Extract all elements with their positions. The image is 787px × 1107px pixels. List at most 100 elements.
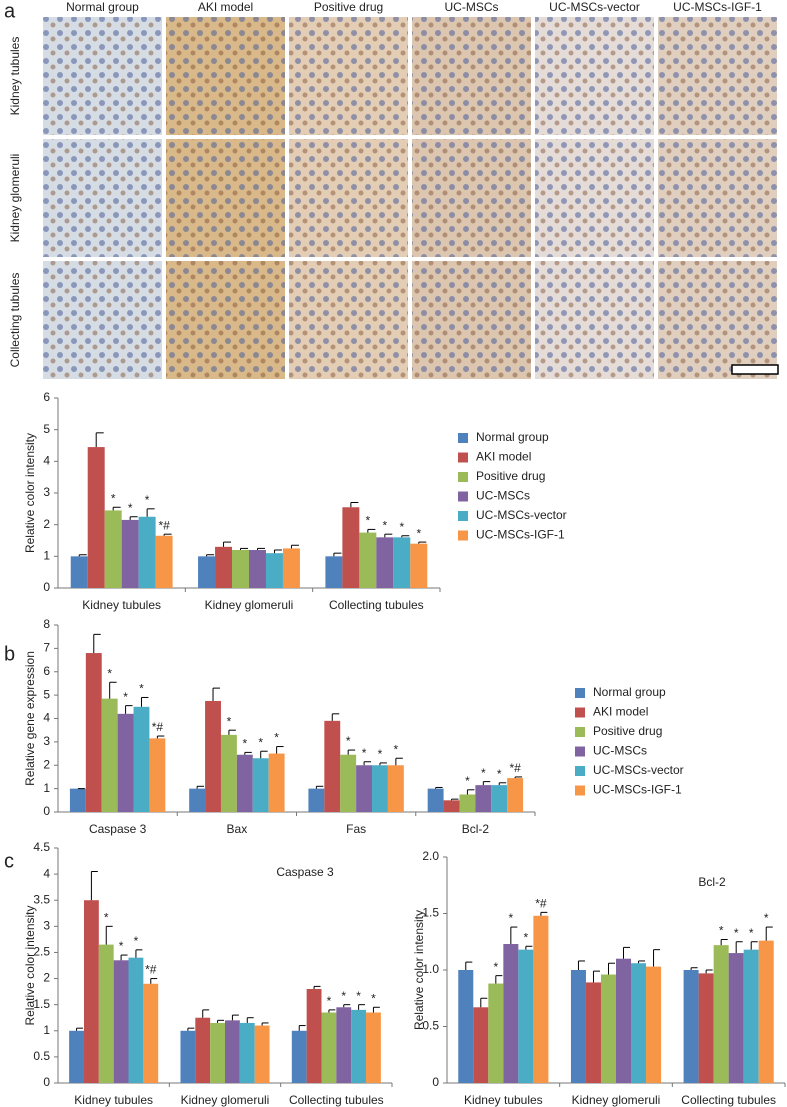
significance-marker: * bbox=[378, 747, 383, 761]
significance-marker: *# bbox=[158, 518, 170, 532]
legend-swatch bbox=[458, 472, 468, 482]
x-tick-label: Collecting tubules bbox=[681, 1093, 776, 1107]
legend-label: AKI model bbox=[593, 705, 648, 719]
significance-marker: * bbox=[371, 991, 376, 1005]
micrograph-texture bbox=[658, 139, 777, 257]
micrograph-texture bbox=[412, 261, 531, 379]
significance-marker: * bbox=[123, 690, 128, 704]
bar bbox=[98, 944, 114, 1083]
y-tick-label: 6 bbox=[43, 390, 50, 404]
legend-label: UC-MSCs-IGF-1 bbox=[593, 783, 682, 797]
significance-marker: * bbox=[107, 666, 112, 680]
y-tick-label: 5 bbox=[43, 422, 50, 436]
y-tick-label: 1 bbox=[43, 549, 50, 563]
bar bbox=[503, 944, 519, 1083]
significance-marker: * bbox=[493, 960, 498, 974]
significance-marker: * bbox=[719, 924, 724, 938]
bar bbox=[143, 983, 159, 1083]
x-tick-label: Kidney glomeruli bbox=[205, 598, 294, 612]
y-tick-label: 7 bbox=[43, 641, 50, 655]
bar bbox=[87, 447, 105, 588]
bar bbox=[698, 973, 714, 1083]
bar bbox=[458, 970, 474, 1083]
y-tick-label: 3 bbox=[43, 485, 50, 499]
legend-label: Positive drug bbox=[593, 724, 662, 738]
bar bbox=[70, 556, 88, 588]
bar bbox=[306, 989, 322, 1083]
significance-marker: * bbox=[416, 526, 421, 540]
x-tick-label: Bax bbox=[227, 822, 248, 836]
bar bbox=[83, 900, 99, 1083]
bar bbox=[104, 510, 122, 588]
significance-marker: * bbox=[341, 989, 346, 1003]
x-tick-label: Caspase 3 bbox=[89, 822, 147, 836]
significance-marker: * bbox=[227, 714, 232, 728]
bar bbox=[600, 974, 616, 1083]
x-tick-label: Kidney tubules bbox=[464, 1093, 543, 1107]
significance-marker: * bbox=[104, 911, 109, 925]
bar bbox=[356, 765, 373, 812]
bar bbox=[342, 507, 360, 588]
significance-marker: * bbox=[111, 491, 116, 505]
bar bbox=[215, 546, 233, 588]
micrograph-texture bbox=[43, 17, 162, 135]
panel-label: a bbox=[4, 0, 16, 22]
significance-marker: * bbox=[274, 731, 279, 745]
column-header: Positive drug bbox=[314, 0, 383, 14]
bar bbox=[265, 553, 283, 588]
y-tick-label: 8 bbox=[43, 617, 50, 631]
bar bbox=[758, 940, 774, 1083]
bar bbox=[85, 653, 102, 812]
significance-marker: * bbox=[356, 989, 361, 1003]
bar bbox=[459, 794, 476, 812]
bar bbox=[138, 516, 156, 588]
significance-marker: * bbox=[327, 994, 332, 1008]
significance-marker: * bbox=[524, 930, 529, 944]
legend-label: UC-MSCs-vector bbox=[476, 508, 567, 522]
y-tick-label: 2 bbox=[43, 971, 50, 985]
y-tick-label: 2.0 bbox=[422, 849, 439, 863]
x-tick-label: Collecting tubules bbox=[289, 1093, 384, 1107]
chart-annotation: Caspase 3 bbox=[276, 865, 334, 879]
row-label: Kidney tubules bbox=[8, 37, 22, 116]
legend-swatch bbox=[458, 530, 468, 541]
column-header: UC-MSCs bbox=[445, 0, 499, 14]
bar bbox=[180, 1030, 196, 1083]
panel-label: b bbox=[4, 643, 15, 665]
bar bbox=[249, 550, 266, 588]
bar bbox=[321, 1012, 337, 1083]
micrograph-texture bbox=[166, 261, 285, 379]
legend-label: UC-MSCs-IGF-1 bbox=[476, 528, 565, 542]
bar bbox=[376, 537, 394, 588]
bar bbox=[149, 738, 166, 812]
y-tick-label: 1.0 bbox=[422, 962, 439, 976]
legend-swatch bbox=[575, 707, 585, 718]
y-tick-label: 3.5 bbox=[33, 892, 50, 906]
row-label: Kidney glomeruli bbox=[8, 154, 22, 243]
bar bbox=[239, 1022, 255, 1083]
legend-label: Normal group bbox=[593, 685, 666, 699]
y-tick-label: 0 bbox=[43, 580, 50, 594]
legend-swatch bbox=[458, 491, 468, 502]
bar bbox=[507, 778, 524, 812]
bar bbox=[195, 1017, 211, 1083]
column-header: Normal group bbox=[66, 0, 139, 14]
y-axis-label: Relative color intensity bbox=[23, 433, 37, 553]
bar bbox=[743, 949, 759, 1083]
legend-label: Normal group bbox=[476, 430, 549, 444]
significance-marker: * bbox=[734, 926, 739, 940]
legend-label: Positive drug bbox=[476, 469, 545, 483]
bar bbox=[646, 966, 662, 1083]
significance-marker: * bbox=[366, 514, 371, 528]
y-tick-label: 5 bbox=[43, 687, 50, 701]
bar bbox=[205, 700, 221, 812]
legend-label: AKI model bbox=[476, 450, 531, 464]
significance-marker: *# bbox=[535, 897, 547, 911]
significance-marker: * bbox=[258, 735, 263, 749]
bar bbox=[393, 537, 411, 588]
significance-marker: * bbox=[399, 520, 404, 534]
bar bbox=[488, 983, 504, 1083]
micrograph-texture bbox=[535, 17, 654, 135]
legend-swatch bbox=[575, 746, 585, 757]
legend-swatch bbox=[575, 727, 585, 737]
